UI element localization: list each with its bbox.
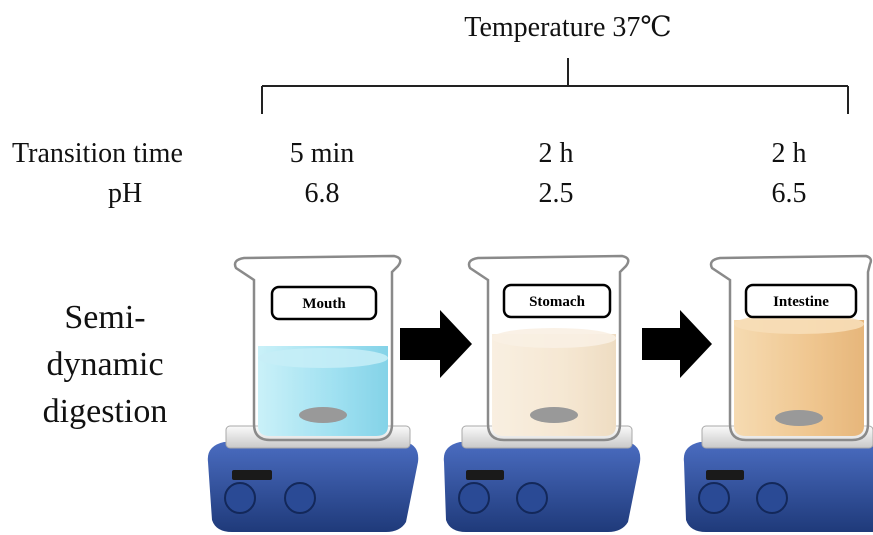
ph-mouth: 6.8: [304, 178, 340, 209]
semi-dynamic-digestion-label: Semi- dynamic digestion: [43, 294, 168, 435]
temperature-bracket: [261, 58, 849, 114]
transition-time-label: Transition time: [12, 138, 183, 169]
ph-stomach: 2.5: [538, 178, 574, 209]
label-box-intestine: Intestine: [744, 283, 858, 319]
side-label-line3: digestion: [42, 393, 168, 430]
transition-time-mouth: 5 min: [289, 138, 355, 169]
side-label-line2: dynamic: [46, 346, 164, 383]
stirrer-base-stomach: [443, 425, 641, 532]
stirrer-base-intestine: [683, 425, 873, 532]
beaker-label-intestine: Intestine: [773, 294, 829, 310]
beaker-label-stomach: Stomach: [529, 294, 585, 310]
beaker-mouth: [233, 254, 402, 442]
beaker-label-mouth: Mouth: [302, 296, 346, 312]
temperature-label: Temperature 37℃: [464, 12, 672, 43]
stirrer-base-mouth: [207, 425, 419, 532]
beaker-intestine: [709, 254, 873, 442]
arrow-stomach-to-intestine: [642, 310, 712, 378]
label-box-mouth: Mouth: [270, 285, 378, 321]
beaker-stomach: [467, 254, 630, 442]
ph-label: pH: [108, 178, 143, 209]
arrow-mouth-to-stomach: [400, 310, 472, 378]
ph-intestine: 6.5: [771, 178, 807, 209]
transition-time-intestine: 2 h: [771, 138, 807, 169]
transition-time-stomach: 2 h: [538, 138, 574, 169]
label-box-stomach: Stomach: [502, 283, 612, 319]
side-label-line1: Semi-: [64, 299, 146, 336]
